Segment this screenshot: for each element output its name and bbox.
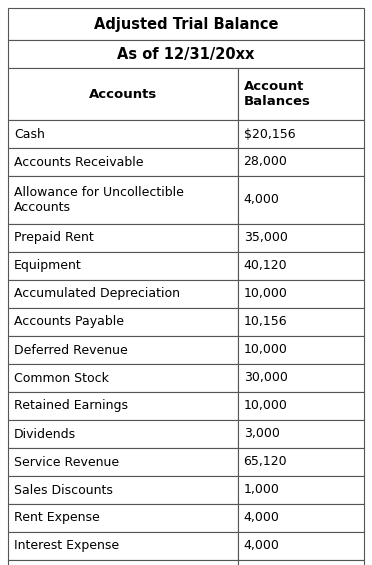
Bar (238, 448, 364, 476)
Text: 4,000: 4,000 (244, 511, 279, 524)
Bar (8, 176, 238, 224)
Bar (238, 392, 364, 420)
Text: 4,000: 4,000 (244, 540, 279, 553)
Text: Equipment: Equipment (14, 259, 82, 272)
Text: Accounts Payable: Accounts Payable (14, 315, 124, 328)
Text: Account
Balances: Account Balances (244, 80, 311, 108)
Bar (238, 364, 364, 392)
Bar (8, 280, 238, 308)
Bar (8, 120, 238, 148)
Bar (238, 148, 364, 176)
Bar (8, 224, 238, 252)
Text: 65,120: 65,120 (244, 455, 287, 468)
Text: 10,000: 10,000 (244, 344, 288, 357)
Bar (8, 336, 238, 364)
Bar (238, 68, 364, 120)
Bar (8, 420, 238, 448)
Text: Accounts Receivable: Accounts Receivable (14, 155, 144, 168)
Bar (8, 252, 238, 280)
Bar (238, 224, 364, 252)
Bar (8, 532, 238, 560)
Text: Service Revenue: Service Revenue (14, 455, 119, 468)
Text: Common Stock: Common Stock (14, 372, 109, 385)
Text: 10,000: 10,000 (244, 399, 288, 412)
Text: 40,120: 40,120 (244, 259, 287, 272)
Text: Sales Discounts: Sales Discounts (14, 484, 113, 497)
Bar (8, 476, 238, 504)
Bar (8, 504, 238, 532)
Text: Interest Expense: Interest Expense (14, 540, 119, 553)
Bar (238, 120, 364, 148)
Text: As of 12/31/20xx: As of 12/31/20xx (117, 46, 255, 62)
Text: Rent Expense: Rent Expense (14, 511, 100, 524)
Bar (8, 148, 238, 176)
Bar (238, 176, 364, 224)
Bar (8, 68, 238, 120)
Bar (8, 364, 238, 392)
Bar (238, 252, 364, 280)
Bar (238, 476, 364, 504)
Text: 28,000: 28,000 (244, 155, 288, 168)
Bar (8, 392, 238, 420)
Text: 1,000: 1,000 (244, 484, 279, 497)
Text: Prepaid Rent: Prepaid Rent (14, 232, 94, 245)
Text: 10,000: 10,000 (244, 288, 288, 301)
Text: Retained Earnings: Retained Earnings (14, 399, 128, 412)
Text: Accounts: Accounts (89, 88, 157, 101)
Text: 3,000: 3,000 (244, 428, 279, 441)
Bar (238, 560, 364, 565)
Text: 4,000: 4,000 (244, 193, 279, 206)
Bar (238, 280, 364, 308)
Text: Adjusted Trial Balance: Adjusted Trial Balance (94, 16, 278, 32)
Bar (8, 560, 238, 565)
Bar (238, 420, 364, 448)
Text: $20,156: $20,156 (244, 128, 295, 141)
Text: 30,000: 30,000 (244, 372, 288, 385)
Bar (238, 336, 364, 364)
Text: Accumulated Depreciation: Accumulated Depreciation (14, 288, 180, 301)
Text: Dividends: Dividends (14, 428, 76, 441)
Bar (8, 40, 364, 68)
Bar (238, 308, 364, 336)
Bar (238, 532, 364, 560)
Bar (8, 448, 238, 476)
Text: Allowance for Uncollectible
Accounts: Allowance for Uncollectible Accounts (14, 186, 184, 214)
Bar (8, 8, 364, 40)
Bar (8, 308, 238, 336)
Text: Cash: Cash (14, 128, 45, 141)
Text: 10,156: 10,156 (244, 315, 287, 328)
Text: Deferred Revenue: Deferred Revenue (14, 344, 128, 357)
Bar (238, 504, 364, 532)
Text: 35,000: 35,000 (244, 232, 288, 245)
